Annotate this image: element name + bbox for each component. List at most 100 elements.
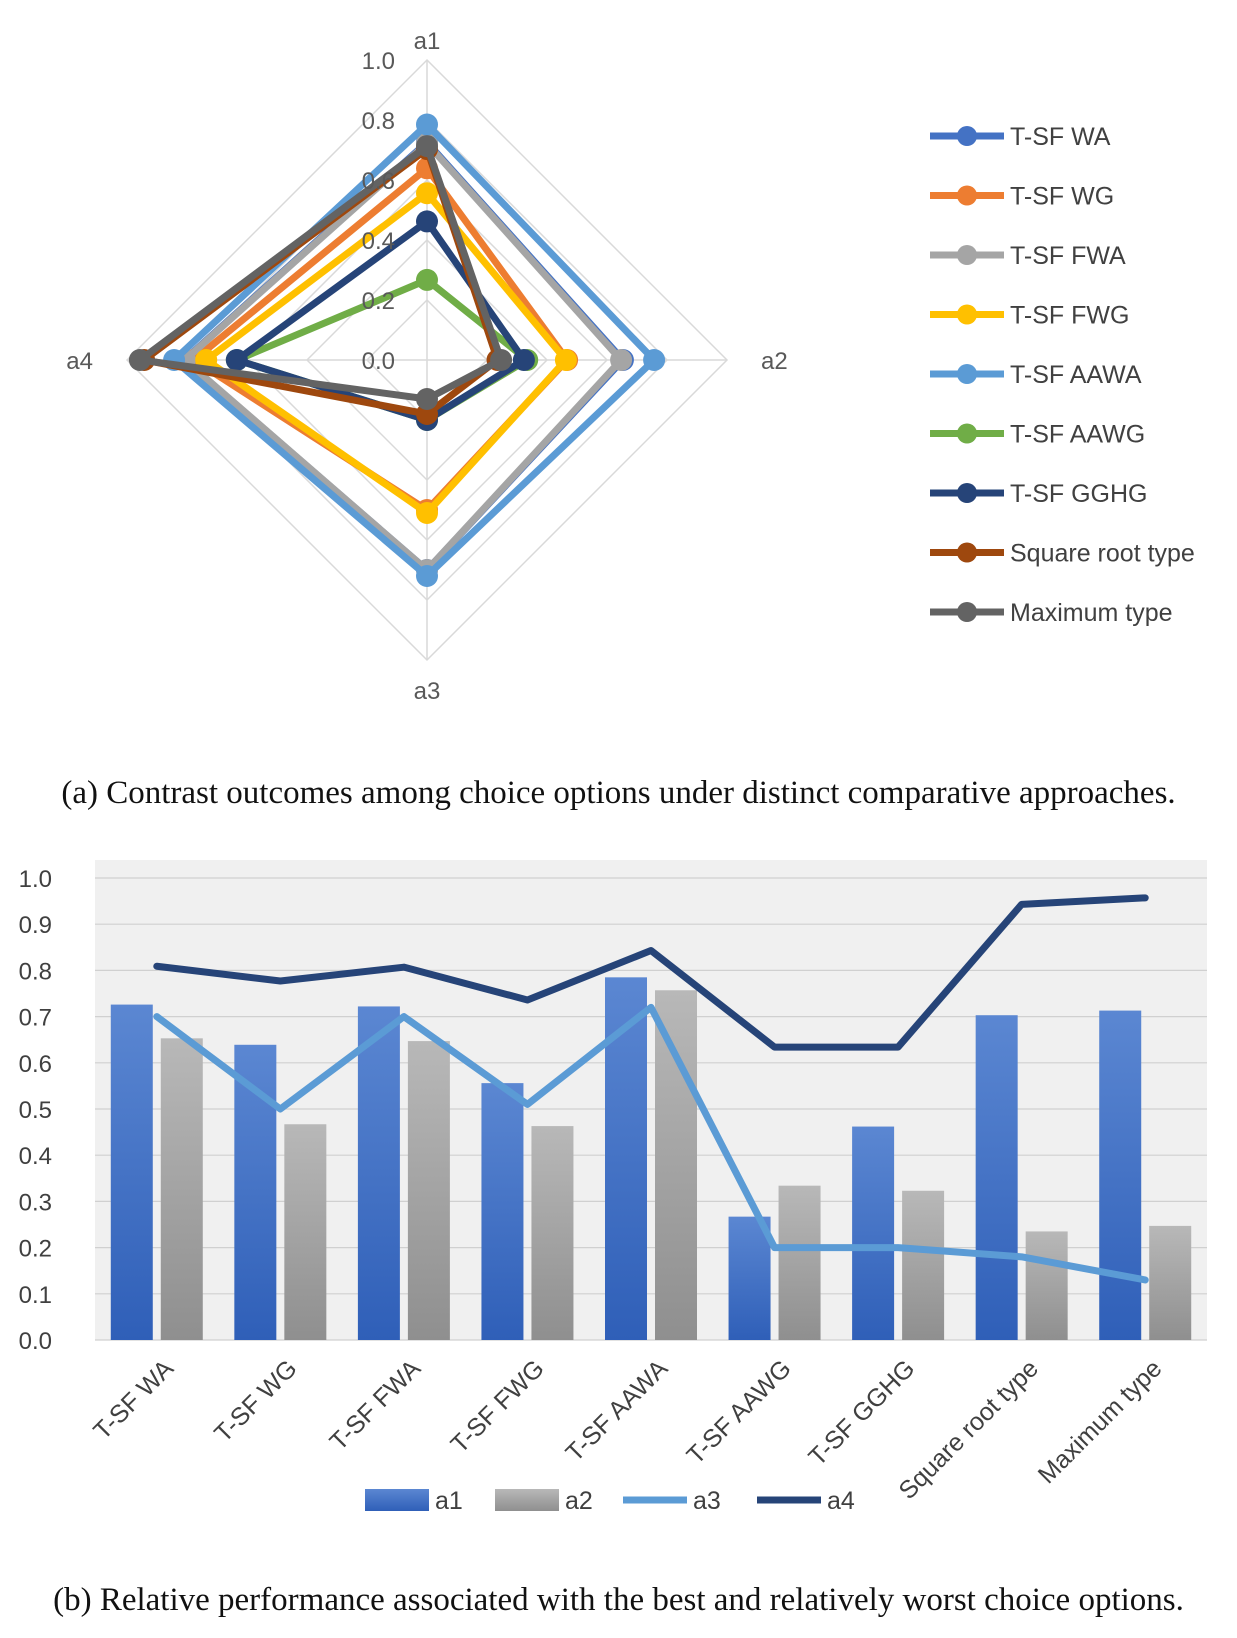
radar-legend-label: T-SF GGHG — [1010, 480, 1148, 508]
radar-point — [416, 182, 438, 205]
radar-point — [416, 268, 438, 291]
radar-legend-label: T-SF FWG — [1010, 302, 1129, 330]
radar-legend-swatch-marker — [957, 185, 977, 206]
radar-legend-item: Square root type — [930, 540, 1195, 568]
bar-series-group — [110, 977, 1192, 1340]
y-tick-label: 0.5 — [19, 1097, 52, 1124]
bar-a1 — [728, 1216, 771, 1340]
radar-legend-label: Square root type — [1010, 540, 1195, 568]
radar-point — [416, 565, 438, 587]
radar-legend-item: T-SF AAWG — [930, 421, 1145, 449]
radar-axis-label-a3: a3 — [414, 678, 441, 705]
radar-legend-swatch-marker — [957, 483, 977, 503]
y-tick-label: 0.4 — [19, 1143, 52, 1170]
radar-legend-label: T-SF AAWG — [1010, 421, 1145, 449]
x-tick-label: T-SF WA — [88, 1354, 179, 1445]
radar-point — [416, 502, 438, 524]
bar-a2 — [160, 1038, 203, 1340]
y-tick-label: 0.0 — [19, 1328, 52, 1355]
radar-tick-label: 0.4 — [362, 228, 395, 255]
legend-item-a1: a1 — [365, 1487, 463, 1515]
bar-a2 — [531, 1126, 574, 1340]
radar-legend-label: T-SF WG — [1010, 183, 1114, 211]
bar-chart-legend: a1 a2 a3 a4 — [365, 1487, 855, 1515]
x-tick-label: T-SF FWG — [445, 1354, 549, 1458]
radar-series-8 — [128, 135, 513, 410]
legend-label: a4 — [827, 1487, 855, 1515]
radar-grid — [125, 58, 729, 662]
radar-legend-swatch-marker — [957, 364, 977, 384]
radar-legend-item: T-SF WG — [930, 183, 1114, 211]
y-tick-label: 0.3 — [19, 1189, 52, 1216]
radar-point — [416, 210, 438, 233]
x-tick-label: T-SF FWA — [324, 1354, 426, 1456]
radar-axis-label-a4: a4 — [66, 348, 93, 375]
radar-legend-label: T-SF FWA — [1010, 242, 1126, 270]
bar-chart-grid — [95, 877, 1207, 1341]
x-tick-label: T-SF AAWG — [681, 1354, 796, 1469]
radar-point — [512, 349, 535, 371]
radar-tick-label: 1.0 — [362, 48, 395, 75]
radar-tick-label: 0.0 — [362, 348, 395, 375]
line-a3 — [153, 1003, 1149, 1284]
radar-tick-label: 0.2 — [362, 288, 395, 315]
bar-a1 — [605, 977, 647, 1340]
radar-legend-swatch-marker — [957, 542, 977, 563]
radar-labels: 0.0 0.2 0.4 0.6 0.8 1.0 a1 a2 a3 a4 — [66, 28, 787, 705]
radar-point — [643, 349, 666, 371]
y-tick-label: 0.1 — [19, 1282, 52, 1309]
bar-a2 — [1149, 1225, 1192, 1340]
x-tick-label: T-SF AAWA — [560, 1354, 673, 1467]
y-tick-label: 0.8 — [19, 958, 52, 985]
bar-a1 — [110, 1004, 153, 1340]
radar-legend-swatch-marker — [957, 245, 977, 265]
legend-swatch-bar — [495, 1489, 559, 1511]
legend-label: a1 — [435, 1487, 463, 1515]
radar-legend-label: T-SF AAWA — [1010, 361, 1142, 389]
radar-legend-label: T-SF WA — [1010, 123, 1111, 151]
radar-legend: T-SF WA T-SF WG T-SF FWA T-SF FWG T-SF AAWA T… — [930, 123, 1195, 627]
bar-a2 — [284, 1124, 327, 1340]
bar-line-chart: 0.0 0.1 0.2 0.3 0.4 0.5 0.6 0.7 0.8 0.9 1.0 T-SF WA… — [19, 860, 1207, 1515]
line-series-group — [153, 894, 1149, 1284]
bar-a2 — [1025, 1231, 1068, 1340]
radar-tick-label: 0.6 — [362, 168, 395, 195]
y-tick-label: 0.7 — [19, 1005, 52, 1032]
radar-legend-swatch-marker — [957, 423, 977, 444]
legend-item-a4: a4 — [757, 1487, 855, 1515]
bar-a2 — [655, 990, 697, 1340]
radar-point — [416, 388, 438, 410]
x-tick-label: T-SF GGHG — [803, 1354, 920, 1471]
y-tick-label: 0.6 — [19, 1051, 52, 1078]
bar-a1 — [1099, 1010, 1142, 1340]
radar-point — [490, 349, 513, 371]
bar-a2 — [407, 1041, 450, 1340]
bar-a2 — [902, 1190, 945, 1340]
bar-a1 — [852, 1126, 895, 1340]
y-tick-label: 1.0 — [19, 866, 52, 893]
bar-a1 — [975, 1015, 1018, 1340]
radar-point — [554, 349, 577, 371]
caption-b: (b) Relative performance associated with… — [53, 1582, 1184, 1618]
bar-a1 — [481, 1083, 524, 1340]
bar-a1 — [357, 1006, 400, 1340]
radar-legend-item: Maximum type — [930, 599, 1173, 627]
radar-axis-label-a2: a2 — [761, 348, 788, 375]
radar-legend-item: T-SF AAWA — [930, 361, 1142, 389]
radar-point — [610, 349, 633, 371]
radar-legend-item: T-SF GGHG — [930, 480, 1148, 508]
x-tick-label: T-SF WG — [209, 1354, 302, 1447]
radar-series-group — [128, 113, 666, 587]
radar-point — [416, 113, 438, 136]
radar-legend-item: T-SF FWG — [930, 302, 1129, 330]
legend-item-a3: a3 — [623, 1487, 721, 1515]
caption-a: (a) Contrast outcomes among choice optio… — [61, 775, 1176, 811]
legend-label: a3 — [693, 1487, 721, 1515]
y-tick-label: 0.9 — [19, 912, 52, 939]
legend-swatch-bar — [365, 1489, 429, 1511]
radar-legend-item: T-SF FWA — [930, 242, 1126, 270]
x-tick-label: Maximum type — [1033, 1354, 1168, 1489]
radar-legend-swatch-marker — [957, 602, 977, 622]
radar-legend-swatch-marker — [957, 304, 977, 325]
